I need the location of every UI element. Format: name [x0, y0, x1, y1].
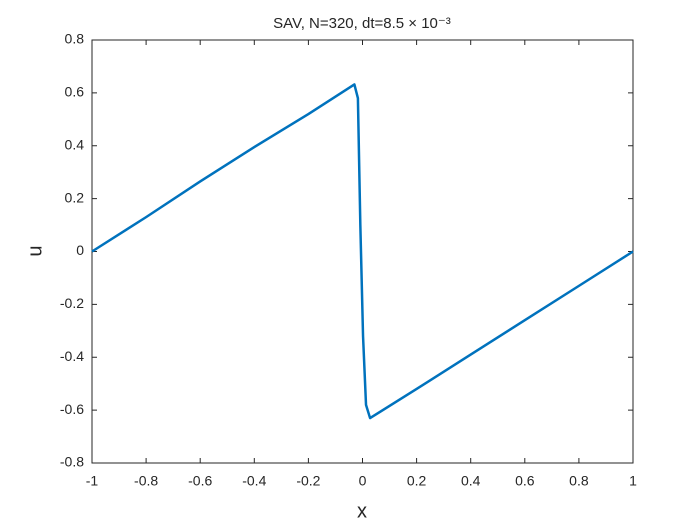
x-tick-label: 1: [629, 473, 637, 489]
y-tick-label: -0.4: [60, 348, 84, 364]
x-tick-label: -1: [86, 473, 99, 489]
data-line: [91, 83, 634, 420]
y-tick-label: 0: [76, 242, 84, 258]
x-tick-label: 0.6: [515, 473, 535, 489]
y-tick-label: 0.4: [65, 136, 85, 152]
y-tick-label: -0.8: [60, 454, 84, 470]
x-tick-label: -0.2: [296, 473, 320, 489]
y-tick-label: 0.6: [65, 84, 85, 100]
x-tick-label: 0.2: [407, 473, 427, 489]
x-tick-label: 0.8: [569, 473, 589, 489]
x-tick-label: -0.4: [242, 473, 266, 489]
y-tick-label: -0.6: [60, 401, 84, 417]
y-tick-label: 0.8: [65, 31, 85, 47]
x-tick-label: -0.8: [134, 473, 158, 489]
x-tick-label: -0.6: [188, 473, 212, 489]
x-tick-label: 0: [359, 473, 367, 489]
y-tick-label: 0.2: [65, 189, 85, 205]
x-axis-label: x: [357, 500, 367, 522]
chart-title: SAV, N=320, dt=8.5 × 10⁻³: [273, 15, 451, 32]
y-axis-label: u: [24, 245, 46, 256]
x-tick-label: 0.4: [461, 473, 481, 489]
y-tick-label: -0.2: [60, 295, 84, 311]
